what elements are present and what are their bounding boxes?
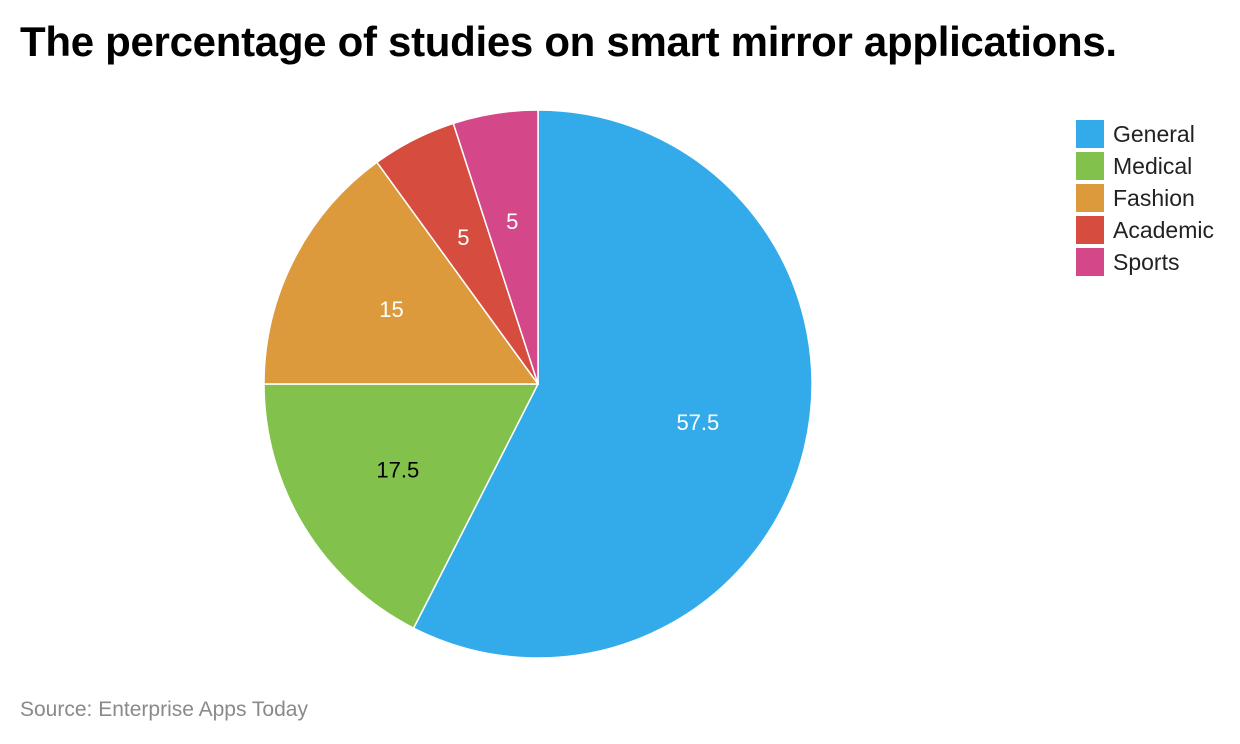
chart-title: The percentage of studies on smart mirro… bbox=[20, 18, 1117, 65]
pie-slice-general bbox=[412, 109, 813, 659]
data-label-sports: 5 bbox=[506, 209, 518, 234]
pie-slice-medical bbox=[263, 383, 540, 630]
legend: General Medical Fashion Academic Sports bbox=[1076, 118, 1214, 278]
legend-label-academic: Academic bbox=[1113, 216, 1214, 243]
legend-item-academic: Academic bbox=[1076, 214, 1214, 246]
legend-item-medical: Medical bbox=[1076, 150, 1214, 182]
pie-slice-labels: 57.5 17.5 15 5 5 bbox=[376, 209, 719, 482]
legend-item-fashion: Fashion bbox=[1076, 182, 1214, 214]
source-note: Source: Enterprise Apps Today bbox=[20, 698, 308, 721]
data-label-academic: 5 bbox=[457, 225, 469, 250]
data-label-fashion: 15 bbox=[379, 297, 403, 322]
legend-label-fashion: Fashion bbox=[1113, 184, 1195, 211]
legend-label-medical: Medical bbox=[1113, 152, 1193, 179]
legend-swatch-academic bbox=[1076, 216, 1104, 244]
legend-label-sports: Sports bbox=[1113, 248, 1180, 275]
pie-slices bbox=[263, 109, 813, 659]
legend-item-sports: Sports bbox=[1076, 246, 1214, 278]
legend-swatch-general bbox=[1076, 120, 1104, 148]
legend-swatch-fashion bbox=[1076, 184, 1104, 212]
legend-swatch-sports bbox=[1076, 248, 1104, 276]
pie-slice-fashion bbox=[263, 161, 540, 385]
pie-slice-sports bbox=[452, 109, 539, 385]
data-label-medical: 17.5 bbox=[376, 457, 419, 482]
legend-item-general: General bbox=[1076, 118, 1214, 150]
legend-label-general: General bbox=[1113, 120, 1195, 147]
data-label-general: 57.5 bbox=[676, 410, 719, 435]
legend-swatch-medical bbox=[1076, 152, 1104, 180]
